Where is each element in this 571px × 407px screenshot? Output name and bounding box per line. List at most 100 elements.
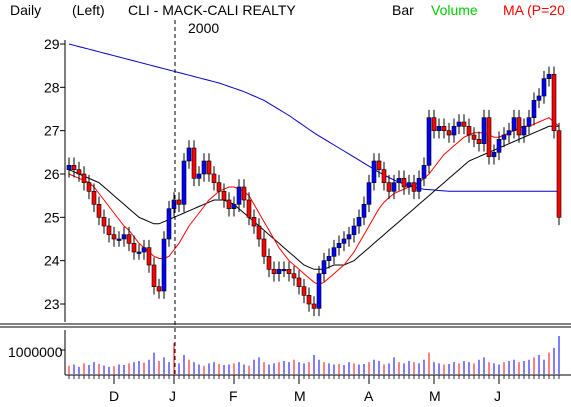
price-bar-body	[221, 191, 227, 201]
price-bar-body	[356, 217, 362, 227]
price-bar-body	[216, 182, 222, 192]
price-bar-body	[556, 130, 562, 218]
x-month-label: A	[364, 388, 374, 404]
price-bar-body	[391, 182, 397, 192]
x-month-label: M	[294, 388, 306, 404]
price-bar-body	[116, 238, 122, 241]
price-bar-body	[416, 178, 422, 192]
ma-long-series	[68, 43, 559, 192]
bar-type-label: Bar	[392, 2, 414, 18]
price-bar-body	[441, 126, 447, 131]
price-bar-body	[316, 273, 322, 309]
price-bar-body	[291, 273, 297, 279]
price-bar-body	[551, 74, 557, 131]
price-bar-body	[256, 225, 262, 240]
price-bar-body	[536, 95, 542, 101]
price-bar-body	[411, 182, 417, 192]
price-bar-body	[101, 217, 107, 227]
price-bar-body	[161, 238, 167, 292]
x-month-label: M	[429, 388, 441, 404]
price-bar-body	[351, 225, 357, 235]
price-bar-body	[261, 238, 267, 257]
price-bar-body	[276, 269, 282, 274]
price-bar-body	[156, 286, 162, 292]
price-bar-body	[96, 204, 102, 218]
price-bar-body	[346, 234, 352, 240]
price-bar-body	[331, 247, 337, 257]
price-bar-body	[136, 251, 142, 254]
price-bar-body	[336, 243, 342, 248]
price-bar-body	[361, 204, 367, 218]
price-bar-body	[286, 269, 292, 274]
price-bar-body	[531, 100, 537, 118]
price-bar-body	[211, 173, 217, 183]
price-bar-body	[201, 160, 207, 175]
chart-title: CLI - MACK-CALI REALTY	[128, 2, 296, 18]
price-bar-body	[186, 147, 192, 162]
price-bar-body	[541, 78, 547, 97]
price-bar-body	[301, 286, 307, 296]
y-tick-label: 29	[44, 36, 60, 52]
price-bar-body	[166, 208, 172, 240]
price-bar-body	[236, 186, 242, 205]
price-bar-body	[191, 147, 197, 179]
price-bar-body	[141, 247, 147, 253]
price-bar-body	[81, 173, 87, 183]
price-bar-body	[386, 182, 392, 192]
y-tick-label: 27	[44, 123, 60, 139]
price-bars	[66, 66, 562, 317]
price-bar-body	[271, 269, 277, 274]
ma-medium-series	[68, 125, 559, 270]
year-marker-label: 2000	[188, 20, 219, 36]
price-bar-body	[311, 303, 317, 309]
price-y-ticks: 29 28 27 26 25 24 23	[44, 36, 65, 312]
price-bar-body	[376, 160, 382, 170]
price-bar-body	[296, 277, 302, 287]
price-bar-body	[486, 117, 492, 157]
price-bar-body	[146, 247, 152, 266]
price-bar-body	[151, 264, 157, 287]
price-bar-body	[266, 256, 272, 270]
volume-bars	[60, 336, 560, 374]
ma-label: MA (P=20	[503, 2, 565, 18]
price-bar-body	[421, 165, 427, 179]
price-bar-body	[106, 225, 112, 235]
y-tick-label: 24	[44, 253, 60, 269]
price-bar-body	[126, 234, 132, 244]
price-bar-body	[121, 234, 127, 240]
x-month-label: D	[109, 388, 119, 404]
y-tick-label: 23	[44, 296, 60, 312]
price-bar-body	[426, 117, 432, 166]
price-bar-body	[476, 139, 482, 144]
price-bar-body	[446, 130, 452, 136]
price-bar-body	[71, 165, 77, 170]
price-bar-body	[456, 121, 462, 127]
x-month-label: J	[494, 388, 501, 404]
volume-tick-label: 1000000	[8, 344, 63, 360]
price-bar-body	[436, 126, 442, 131]
price-bar-body	[231, 204, 237, 209]
price-bar-body	[396, 178, 402, 183]
price-bar-body	[401, 178, 407, 188]
price-bar-body	[321, 260, 327, 274]
price-bar-body	[176, 199, 182, 205]
price-bar-body	[506, 130, 512, 136]
price-bar-body	[326, 256, 332, 261]
price-bar-body	[86, 182, 92, 192]
x-month-label: J	[169, 388, 176, 404]
y-tick-label: 26	[44, 166, 60, 182]
price-bar-body	[481, 117, 487, 144]
price-bar-body	[466, 126, 472, 136]
ma-long-line	[68, 43, 559, 192]
price-bar-body	[241, 186, 247, 201]
price-bar-body	[521, 126, 527, 136]
price-bar-body	[431, 117, 437, 131]
x-month-label: F	[229, 388, 238, 404]
price-bar-body	[111, 234, 117, 240]
price-bar-body	[471, 134, 477, 140]
price-bar-body	[281, 269, 287, 272]
price-bar-body	[341, 238, 347, 244]
y-tick-label: 25	[44, 209, 60, 225]
price-bar-body	[206, 160, 212, 175]
